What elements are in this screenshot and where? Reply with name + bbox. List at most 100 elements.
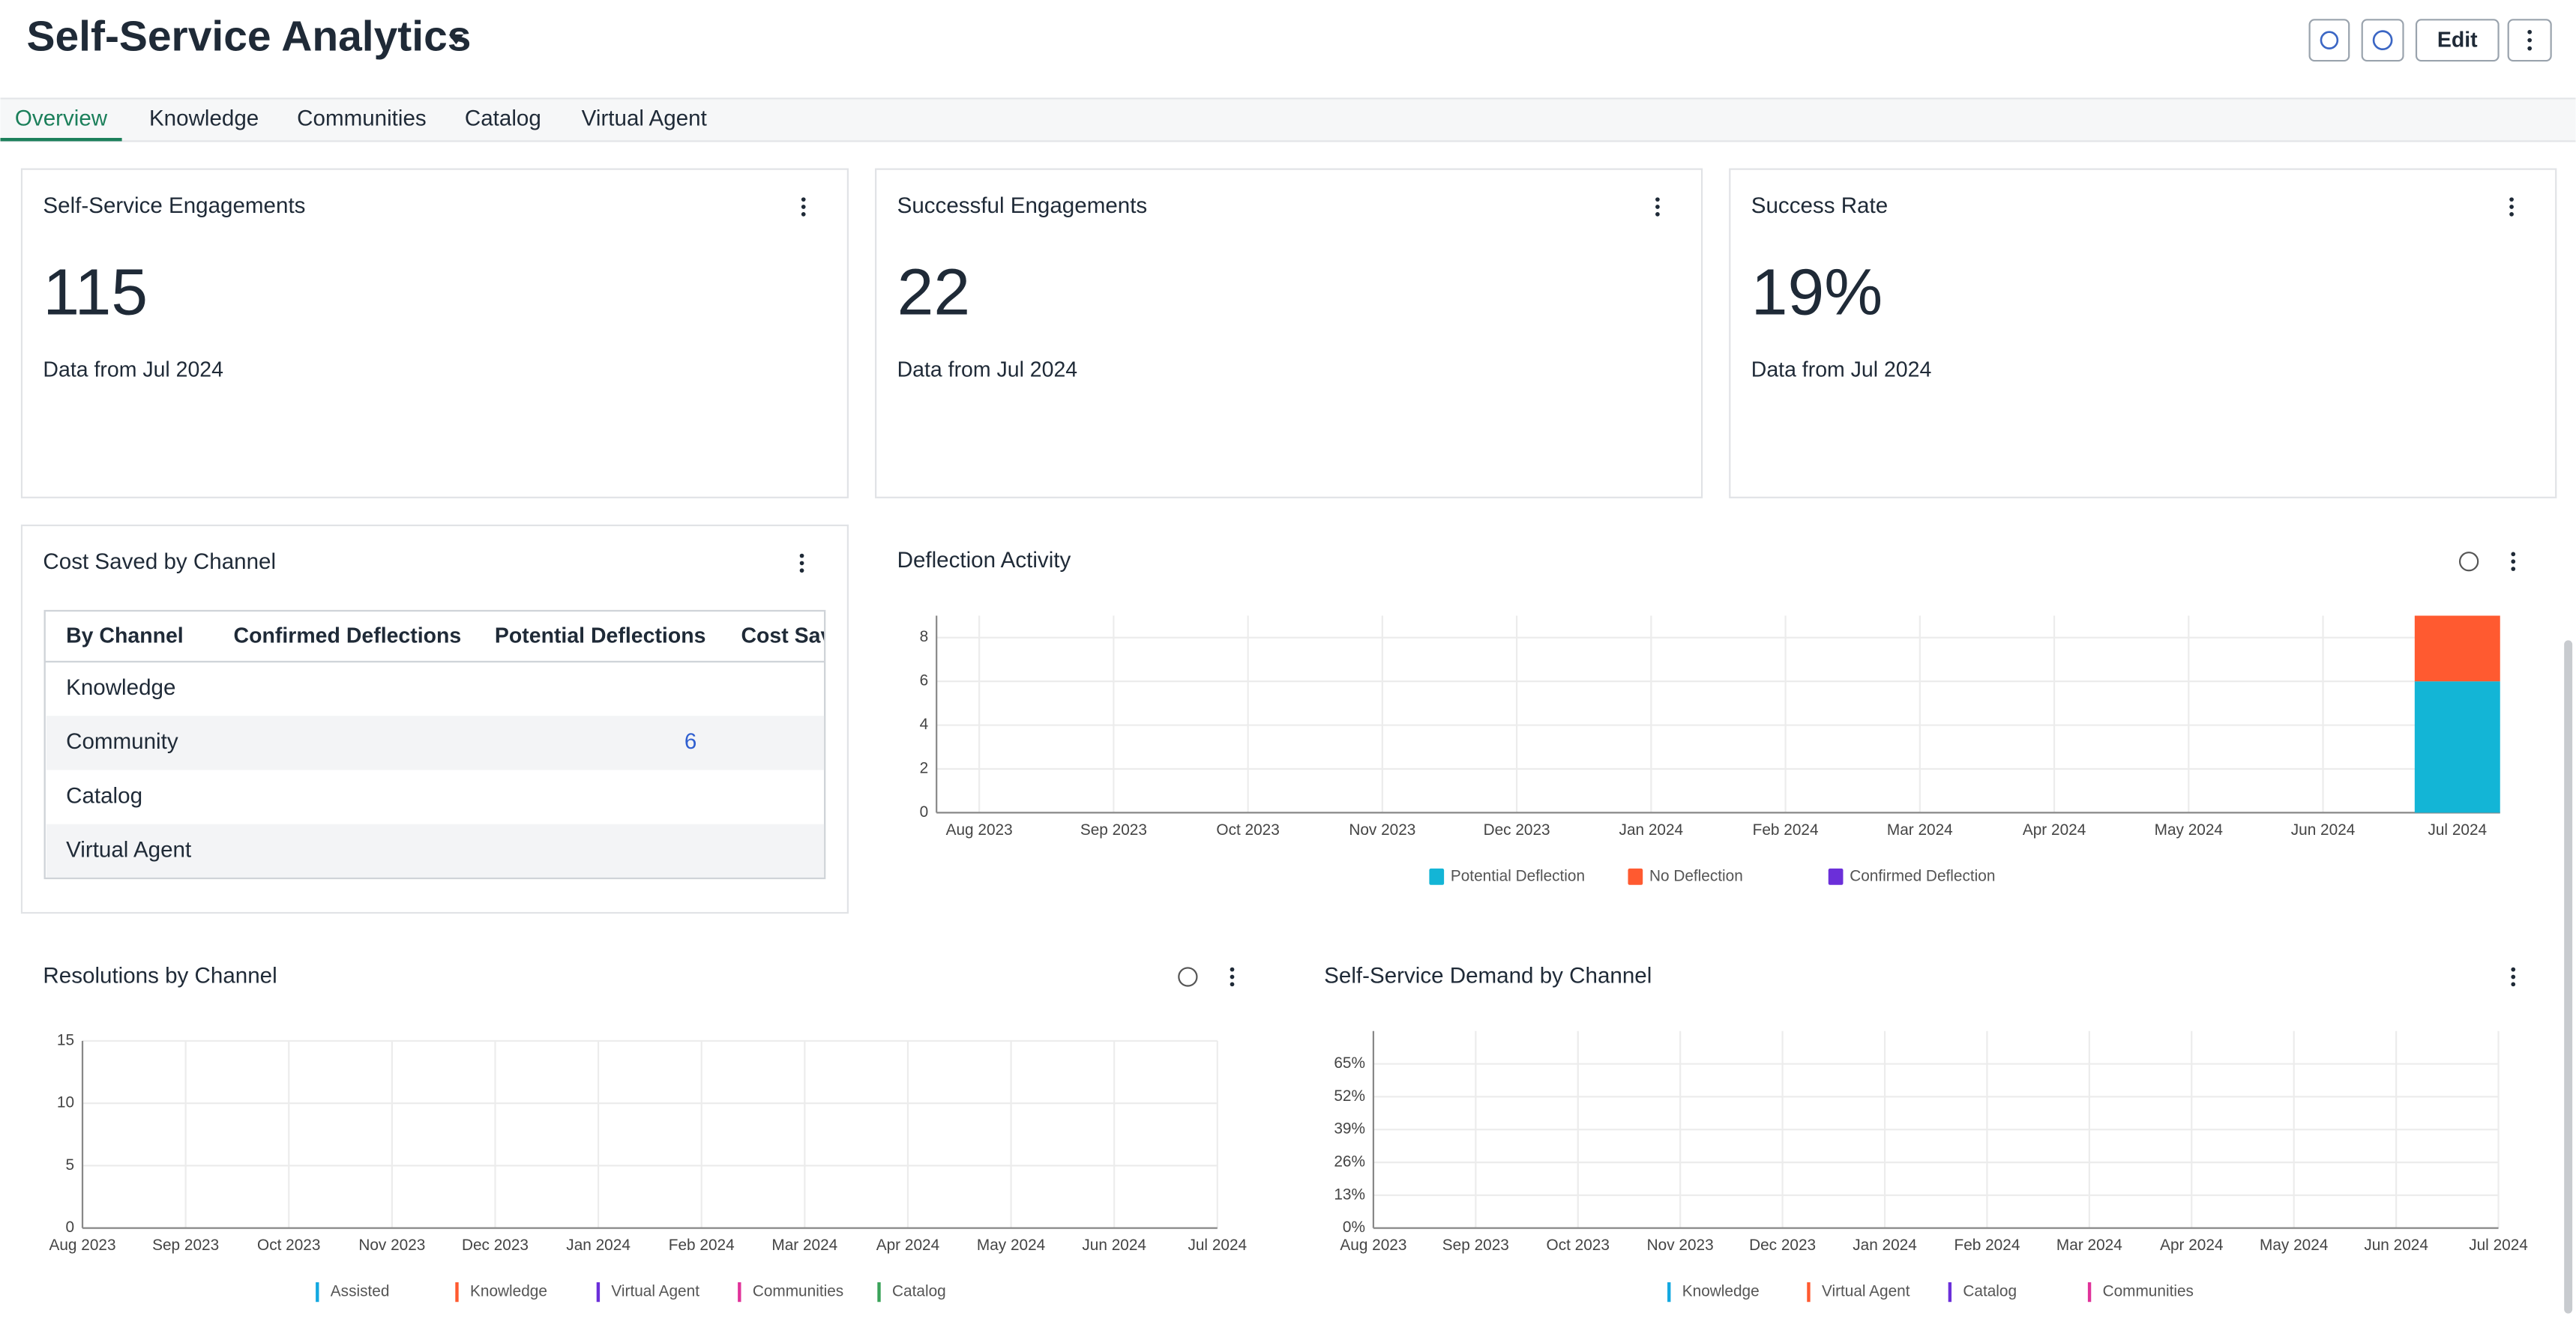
dot [2511,967,2516,972]
dot [799,553,804,558]
x-tick-label: Aug 2023 [946,821,1013,839]
cell-link[interactable]: 6 [684,729,696,754]
menu-icon[interactable] [801,197,806,217]
kpi-note: Data from Jul 2024 [1751,358,1932,382]
dot [2509,212,2514,217]
y-tick-label: 4 [920,716,929,733]
x-tick-label: Jun 2024 [2291,821,2356,839]
x-tick-label: Oct 2023 [1547,1237,1610,1254]
legend-label[interactable]: Virtual Agent [1822,1283,1910,1300]
x-tick-label: Jan 2024 [566,1237,631,1254]
menu-icon[interactable] [2511,967,2516,987]
x-tick-label: Oct 2023 [257,1237,320,1254]
bar [2414,681,2500,813]
x-tick-label: Jan 2024 [1619,821,1684,839]
cell: Virtual Agent [66,838,191,863]
legend-label[interactable]: Virtual Agent [611,1283,699,1300]
x-tick-label: Nov 2023 [358,1237,425,1254]
legend-label[interactable]: No Deflection [1649,867,1743,884]
y-tick-label: 0% [1343,1219,1365,1236]
card-title: Self-Service Engagements [43,193,305,218]
chart-title: Self-Service Demand by Channel [1324,963,1652,988]
kpi-value: 19% [1751,256,1883,329]
menu-icon[interactable] [799,553,804,573]
dot [801,205,806,209]
menu-icon[interactable] [2509,197,2514,217]
legend-label[interactable]: Confirmed Deflection [1850,867,1995,884]
legend-label[interactable]: Potential Deflection [1451,867,1585,884]
x-tick-label: Jan 2024 [1853,1237,1917,1254]
x-tick-label: Aug 2023 [1340,1237,1406,1254]
card [875,168,1703,498]
edit-button[interactable] [2415,19,2500,62]
tab-underline [0,138,122,142]
x-tick-label: Jul 2024 [1188,1237,1247,1254]
cell: Knowledge [66,675,175,700]
legend-label[interactable]: Catalog [892,1283,946,1300]
dot [799,561,804,566]
tab[interactable]: Knowledge [149,106,259,131]
column-header: Cost Saved [741,624,857,648]
column-header: Confirmed Deflections [234,624,462,648]
refresh-button[interactable] [2308,19,2350,62]
legend-label[interactable]: Communities [753,1283,843,1300]
card-title: Cost Saved by Channel [43,549,276,574]
x-tick-label: Apr 2024 [2160,1237,2223,1254]
scrollbar[interactable] [2564,640,2573,1314]
dot [799,568,804,573]
legend-label[interactable]: Communities [2103,1283,2194,1300]
cell: Community [66,729,178,754]
x-tick-label: Dec 2023 [1484,821,1550,839]
chart-title: Resolutions by Channel [43,963,277,988]
x-tick-label: Sep 2023 [1442,1237,1509,1254]
legend-label[interactable]: Assisted [331,1283,390,1300]
info-icon[interactable] [1178,967,1198,987]
y-tick-label: 5 [65,1156,74,1174]
y-tick-label: 65% [1334,1054,1365,1072]
x-tick-label: Apr 2024 [2023,821,2086,839]
y-tick-label: 0 [920,803,929,821]
tab[interactable]: Overview [15,106,108,131]
dot [2511,552,2516,557]
info-icon[interactable] [2458,552,2479,572]
x-tick-label: Jun 2024 [1082,1237,1146,1254]
tab[interactable]: Catalog [465,106,541,131]
legend-swatch [1429,868,1445,885]
legend-label[interactable]: Knowledge [470,1283,547,1300]
kpi-value: 115 [43,256,148,329]
x-tick-label: Feb 2024 [1753,821,1819,839]
x-tick-label: Jul 2024 [2428,821,2487,839]
kpi-note: Data from Jul 2024 [43,358,223,382]
menu-icon[interactable] [1655,197,1660,217]
legend-label[interactable]: Catalog [1963,1283,2017,1300]
x-tick-label: Nov 2023 [1647,1237,1714,1254]
tab[interactable]: Communities [297,106,427,131]
page-title: Self-Service Analytics [27,13,472,61]
kpi-value: 22 [897,256,970,329]
y-tick-label: 26% [1334,1153,1365,1171]
menu-icon[interactable] [1230,967,1235,987]
info-button[interactable] [2361,19,2404,62]
menu-icon[interactable] [2511,552,2516,571]
x-tick-label: Dec 2023 [462,1237,529,1254]
legend-swatch [1828,868,1844,885]
column-header: By Channel [66,624,184,648]
tab-bar [0,98,2576,142]
x-tick-label: Dec 2023 [1749,1237,1816,1254]
y-tick-label: 8 [920,628,929,645]
info-icon [2372,30,2393,51]
tab[interactable]: Virtual Agent [582,106,707,131]
dot [2511,982,2516,987]
dot [1230,974,1235,980]
dot [801,212,806,217]
legend-label[interactable]: Knowledge [1682,1283,1760,1300]
x-tick-label: Jun 2024 [2364,1237,2428,1254]
y-tick-label: 0 [65,1219,74,1236]
table-border [43,609,826,880]
x-tick-label: Mar 2024 [1887,821,1953,839]
table: By Channel Confirmed Deflections Potential… [44,610,857,879]
dot [2511,567,2516,571]
title-caret[interactable] [448,34,464,45]
more-icon [2527,29,2533,51]
